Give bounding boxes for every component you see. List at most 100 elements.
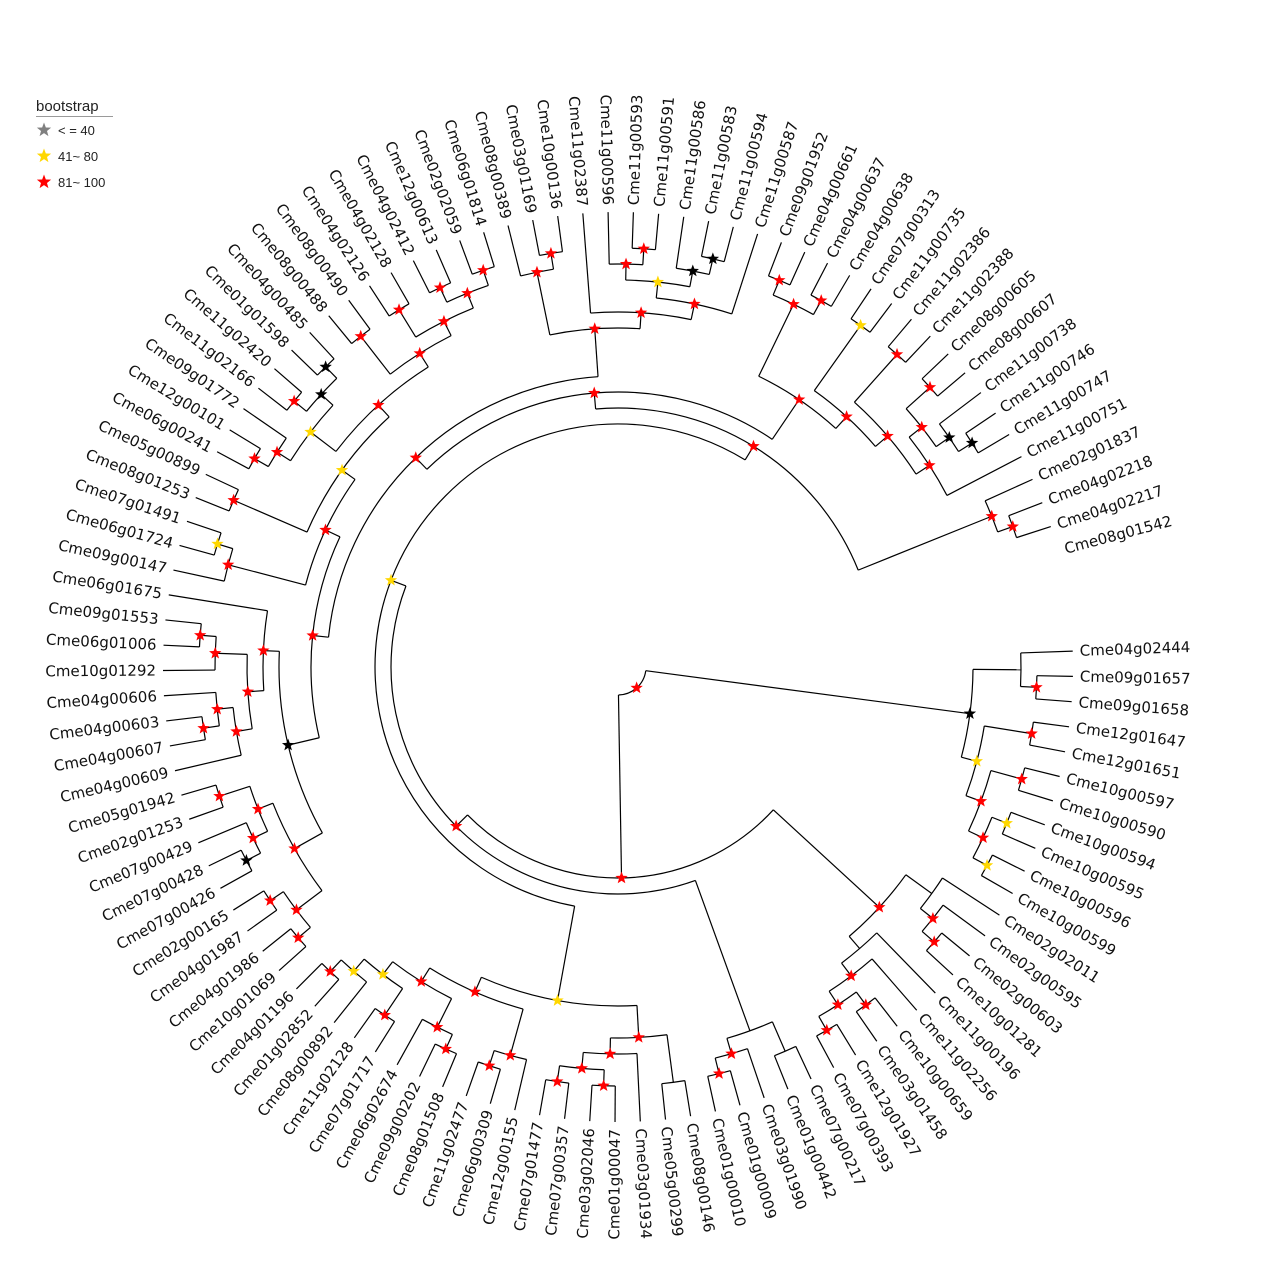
branch-line <box>1033 721 1070 728</box>
branch-line <box>233 890 265 911</box>
bootstrap-star <box>943 431 956 443</box>
bootstrap-star <box>630 681 643 694</box>
tip-label: Cme04g00606 <box>46 687 158 712</box>
branch-line <box>1010 811 1045 826</box>
branch-line <box>977 434 1010 454</box>
branch-line <box>684 1080 692 1117</box>
branch-line <box>926 950 954 976</box>
bootstrap-star <box>319 523 332 536</box>
bootstrap-star <box>820 1023 833 1036</box>
bootstrap-star <box>287 394 301 407</box>
bootstrap-star <box>213 789 226 802</box>
branch-line <box>830 275 851 307</box>
bootstrap-star <box>211 537 224 550</box>
branch-line <box>360 335 391 375</box>
branch-line <box>942 877 1000 916</box>
branch-line <box>233 499 308 533</box>
branch-line <box>654 213 660 250</box>
branch-line <box>992 854 1025 872</box>
branch-line <box>1020 650 1073 654</box>
branch-line <box>396 1019 423 1066</box>
tip-label: Cme06g01006 <box>46 631 157 654</box>
branch-line <box>507 225 522 277</box>
grey-star-icon <box>36 122 52 137</box>
bootstrap-star <box>926 911 940 924</box>
legend-label-high: 81~ 100 <box>58 174 106 190</box>
bootstrap-star <box>270 445 284 458</box>
bootstrap-star <box>1000 816 1013 829</box>
bootstrap-stars <box>194 242 1043 1092</box>
branch-line <box>353 1008 376 1039</box>
branch-line <box>984 478 1033 502</box>
bootstrap-star <box>194 628 207 641</box>
branch-line <box>374 1021 396 1053</box>
branch-line <box>557 215 564 252</box>
bootstrap-star <box>831 998 845 1010</box>
bootstrap-star <box>597 1079 610 1092</box>
branch-line <box>771 1021 786 1052</box>
branch-line <box>876 932 936 994</box>
branch-line <box>1008 502 1043 517</box>
branch-arc <box>390 585 696 895</box>
branch-line <box>869 303 893 333</box>
bootstrap-star <box>928 935 941 948</box>
bootstrap-star <box>230 725 243 737</box>
bootstrap-star <box>304 425 317 438</box>
branch-line <box>228 564 306 586</box>
bootstrap-star <box>288 842 301 854</box>
bootstrap-star <box>854 318 867 331</box>
branch-line <box>871 958 918 1011</box>
red-star-icon <box>36 174 52 189</box>
branch-line <box>921 353 949 380</box>
branch-line <box>243 408 287 439</box>
bootstrap-star <box>588 322 601 335</box>
branch-line <box>905 386 931 410</box>
branch-line <box>333 981 368 1023</box>
tip-label: Cme01g00047 <box>605 1129 624 1240</box>
branch-line <box>174 754 242 772</box>
legend-row-mid: 41~ 80 <box>36 143 113 169</box>
bootstrap-star <box>483 1059 496 1071</box>
bootstrap-star <box>431 1020 444 1033</box>
branch-line <box>186 520 222 534</box>
branch-line <box>905 874 933 895</box>
branch-line <box>328 315 353 344</box>
bootstrap-star <box>634 306 648 319</box>
branch-line <box>412 260 431 294</box>
branch-line <box>309 331 335 360</box>
tip-labels: Cme04g02444 Cme09g01657 Cme09g01658Cme12g0… <box>45 94 1190 1239</box>
branch-line <box>767 242 782 277</box>
branch-line <box>310 431 337 452</box>
branch-line <box>163 644 200 648</box>
branch-line <box>536 272 551 336</box>
bootstrap-star <box>544 246 558 259</box>
branch-line <box>173 569 225 582</box>
branch-line <box>965 412 996 434</box>
bootstrap-star <box>392 303 406 316</box>
branch-line <box>514 1059 528 1111</box>
branch-line <box>258 387 288 411</box>
branch-line <box>984 725 1032 735</box>
bootstrap-star <box>1025 727 1038 739</box>
branch-arc <box>841 932 878 964</box>
branch-line <box>594 328 599 377</box>
bootstrap-star <box>651 275 665 288</box>
branch-line <box>694 880 751 1032</box>
tip-label: Cme11g00596 <box>597 94 617 205</box>
branch-line <box>247 909 278 932</box>
bootstrap-star <box>292 931 305 943</box>
bootstrap-star <box>197 721 210 734</box>
bootstrap-star <box>437 314 451 327</box>
bootstrap-star <box>840 410 853 422</box>
branch-line <box>617 694 623 878</box>
tip-label: Cme03g01934 <box>632 1128 655 1239</box>
branch-line <box>556 905 576 1001</box>
bootstrap-star <box>413 346 426 359</box>
bootstrap-star <box>468 985 482 998</box>
branch-line <box>729 1070 741 1106</box>
branch-line <box>419 1043 436 1077</box>
branch-line <box>1002 833 1036 849</box>
bootstrap-star <box>241 685 254 697</box>
tip-label: Cme04g00603 <box>48 713 160 744</box>
bootstrap-star <box>890 347 904 360</box>
